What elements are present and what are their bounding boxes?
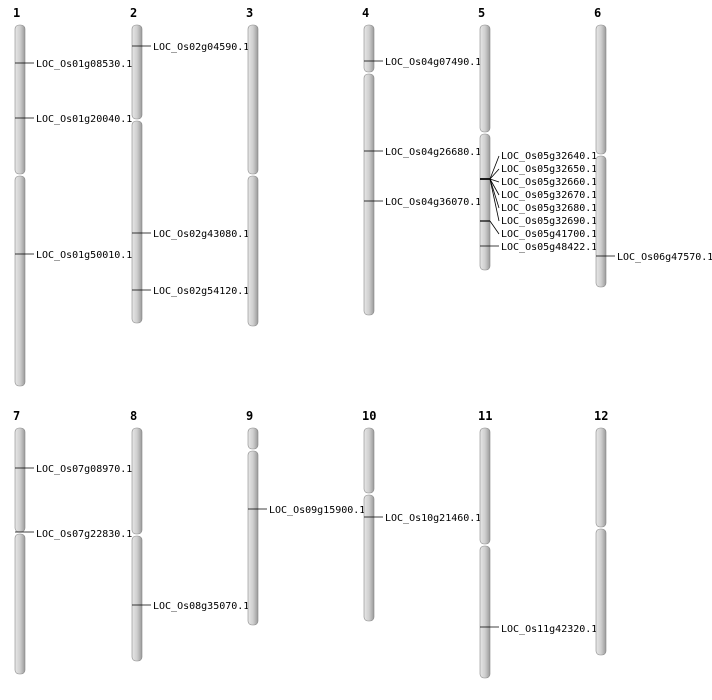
chromosome-arm [247,427,259,450]
gene-label: LOC_Os05g32670.1 [501,190,597,201]
gene-label: LOC_Os02g43080.1 [153,229,249,240]
chromosome-number: 4 [362,6,369,20]
chromosome-arm [363,73,375,316]
gene-label: LOC_Os01g50010.1 [36,250,132,261]
gene-label: LOC_Os01g20040.1 [36,114,132,125]
gene-label: LOC_Os08g35070.1 [153,601,249,612]
chromosome-arm [479,133,491,271]
chromosome-arm [363,494,375,622]
gene-connector [489,178,500,196]
gene-label: LOC_Os04g07490.1 [385,57,481,68]
chromosome-number: 6 [594,6,601,20]
gene-label: LOC_Os04g36070.1 [385,197,481,208]
chromosome-arm [14,427,26,533]
gene-connector [489,178,500,209]
gene-label: LOC_Os05g32690.1 [501,216,597,227]
gene-label: LOC_Os05g32650.1 [501,164,597,175]
gene-connector [489,168,500,180]
chromosome-number: 7 [13,409,20,423]
gene-connector [489,155,500,180]
chromosome-number: 9 [246,409,253,423]
chromosome-arm [595,155,607,288]
chromosome-number: 2 [130,6,137,20]
chromosome-arm [14,533,26,675]
chromosome-arm [131,427,143,535]
gene-connector [489,178,500,222]
chromosome-arm [14,24,26,175]
chromosome-arm [363,24,375,73]
chromosome-arm [247,175,259,327]
gene-label: LOC_Os02g04590.1 [153,42,249,53]
chromosome-number: 8 [130,409,137,423]
chromosome-arm [247,450,259,626]
gene-label: LOC_Os05g32640.1 [501,151,597,162]
chromosome-arm [131,535,143,662]
gene-connector [489,178,500,183]
chromosome-number: 12 [594,409,608,423]
chromosome-arm [363,427,375,494]
chromosome-number: 5 [478,6,485,20]
gene-label: LOC_Os01g08530.1 [36,59,132,70]
chromosome-arm [595,427,607,528]
chromosome-number: 3 [246,6,253,20]
chromosome-arm [595,24,607,155]
gene-label: LOC_Os11g42320.1 [501,624,597,635]
gene-label: LOC_Os02g54120.1 [153,286,249,297]
gene-label: LOC_Os09g15900.1 [269,505,365,516]
chromosome-arm [479,24,491,133]
gene-label: LOC_Os07g22830.1 [36,529,132,540]
chromosome-number: 1 [13,6,20,20]
chromosome-arm [479,427,491,545]
gene-connector [489,220,500,235]
chromosome-arm [131,120,143,324]
chromosome-arm [14,175,26,387]
chromosome-number: 10 [362,409,376,423]
chromosome-arm [479,545,491,679]
chromosome-arm [247,24,259,175]
chromosome-arm [595,528,607,656]
gene-label: LOC_Os06g47570.1 [617,252,712,263]
chromosome-number: 11 [478,409,492,423]
gene-label: LOC_Os05g32680.1 [501,203,597,214]
gene-label: LOC_Os05g32660.1 [501,177,597,188]
gene-label: LOC_Os05g48422.1 [501,242,597,253]
chromosome-arm [131,24,143,120]
gene-label: LOC_Os04g26680.1 [385,147,481,158]
gene-label: LOC_Os05g41700.1 [501,229,597,240]
gene-label: LOC_Os07g08970.1 [36,464,132,475]
gene-label: LOC_Os10g21460.1 [385,513,481,524]
